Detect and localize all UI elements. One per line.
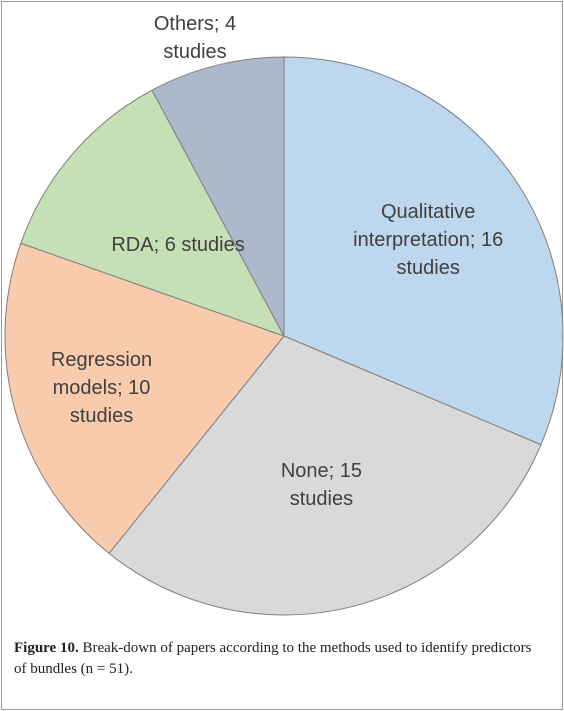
slice-label: Others; 4 studies	[153, 13, 237, 63]
leader-line	[215, 59, 248, 66]
caption-label: Figure 10.	[14, 640, 79, 656]
caption: Figure 10. Break-down of papers accordin…	[14, 638, 534, 680]
slice-label: None; 15 studies	[280, 459, 362, 510]
pie-slice	[20, 89, 286, 337]
caption-text: Break-down of papers according to the me…	[14, 640, 532, 677]
slice-label: Qualitative interpretation; 16 studies	[353, 201, 504, 280]
pie-slice	[283, 56, 564, 446]
slice-label: RDA; 6 studies	[111, 234, 245, 257]
slice-label: Regression models; 10 studies	[50, 348, 153, 427]
pie-slice	[4, 242, 285, 555]
pie-slice	[108, 335, 542, 616]
